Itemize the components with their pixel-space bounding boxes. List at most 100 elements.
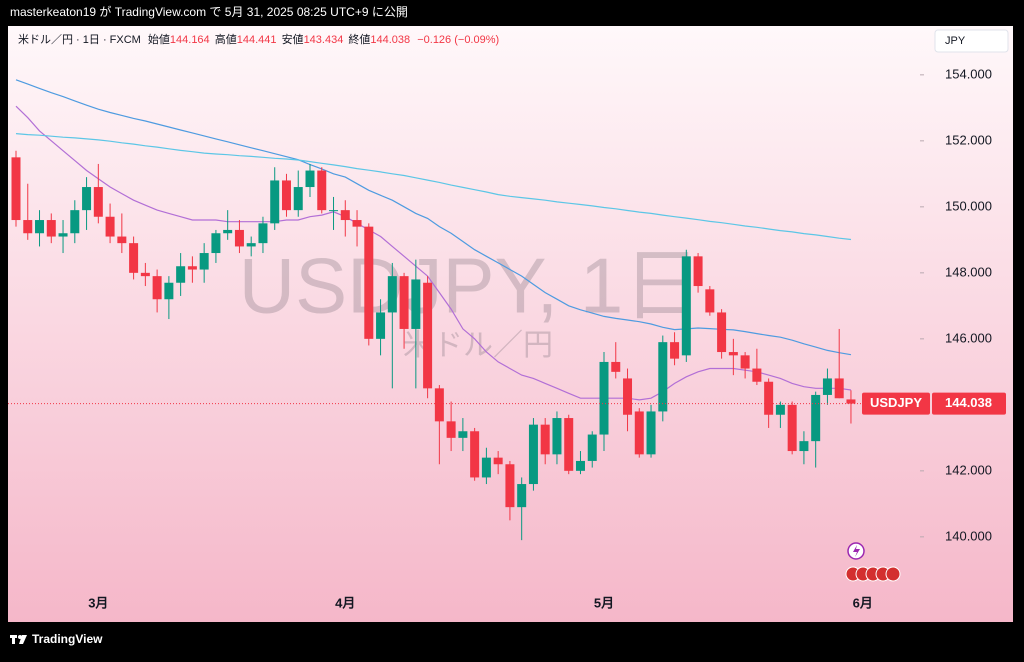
y-tick-label: 146.000 [945,330,992,345]
candle-body [811,394,821,442]
candle-body [246,243,256,247]
candle-body [176,266,186,283]
y-tick-label: 150.000 [945,198,992,213]
low-label: 安値 [282,32,304,46]
candle-body [517,484,527,508]
candle-body [752,368,762,382]
icon [853,545,860,557]
candle-body [70,210,80,234]
currency-button[interactable] [934,29,1009,53]
candle-body [822,378,832,395]
candle-body [481,457,491,478]
candle-body [681,256,691,356]
candle-body [270,180,280,224]
candle-body [693,256,703,287]
moving-average [15,79,852,356]
candle-body [552,418,562,455]
header: masterkeaton19 が TradingView.com で 5月 31… [10,4,408,19]
chart-area [8,26,1013,622]
price-label: 144.038 [945,395,992,410]
candle-body [728,352,738,356]
candle-body [764,381,774,415]
candle-body [611,361,621,372]
y-tick-label: 140.000 [945,528,992,543]
candle-body [658,342,668,412]
plot: 140.000142.000144.000146.000148.000150.0… [8,66,1006,610]
candle-body [23,220,33,234]
high-label: 高値 [215,32,237,46]
price-tag-box [862,392,930,415]
candle-body [293,187,303,211]
candle-body [305,170,315,188]
footer: TradingView [32,632,103,646]
candle-body [599,361,609,435]
candle-body [211,233,221,254]
candle-body [717,312,727,353]
candle-body [281,180,291,211]
candle-body [623,378,633,415]
symbol: 米ドル／円 · 1日 · FXCM [18,33,141,46]
candle-body [164,282,174,300]
candle-body [340,210,350,221]
candle-body [93,187,103,217]
candle-body [129,243,139,273]
candle-body [317,170,327,211]
candle-body [387,276,397,313]
candle-body [505,464,515,508]
candle-body [11,157,21,221]
price-label-box [932,392,1006,415]
candle-body [140,272,150,277]
candle-body [46,220,56,237]
candle-body [376,312,386,339]
watermark: USDJPY, 1日 [239,242,701,330]
footer-logo [10,635,27,644]
event-icons [845,542,901,582]
candle-body [470,431,480,478]
candle-body [411,279,421,329]
x-tick-label: 6月 [853,595,873,610]
x-tick-label: 5月 [594,595,614,610]
candle-body [152,276,162,300]
y-tick-label: 152.000 [945,132,992,147]
candle-body [434,388,444,422]
candle-body [775,404,785,415]
candle-body [528,424,538,485]
candle-body [82,187,92,211]
candle-body [35,220,45,234]
y-tick-label: 142.000 [945,462,992,477]
candle-body [587,434,597,461]
low-value: 143.434 [304,34,344,46]
icon [885,566,901,582]
candle-body [834,378,844,399]
close-value: 144.038 [370,34,410,46]
candle-body [646,411,656,455]
candle-body [493,457,503,465]
y-tick-label: 154.000 [945,66,992,81]
candle-body [258,223,268,244]
x-tick-label: 4月 [335,595,355,610]
candle-body [458,431,468,438]
candle-body [540,424,550,455]
candle-body [117,236,127,244]
candle-body [352,220,362,227]
legend: 米ドル／円 · 1日 · FXCM 始値144.164 高値144.441 安値… [18,32,499,46]
candle-body [575,460,585,471]
high-value: 144.441 [237,34,277,46]
moving-average [15,133,852,241]
candle-body [364,226,374,339]
change: −0.126 (−0.09%) [417,34,499,46]
candle-body [564,418,574,471]
open-label: 始値 [148,32,170,46]
candle-body [329,210,339,212]
open-value: 144.164 [170,34,210,46]
candle-body [187,266,197,270]
moving-average [15,105,852,401]
y-tick-label: 148.000 [945,264,992,279]
candle-body [670,342,680,359]
candle-body [58,233,68,237]
candle-body [799,441,809,452]
candle-body [105,216,115,237]
logo [19,635,27,644]
close-label: 終値 [348,32,370,46]
